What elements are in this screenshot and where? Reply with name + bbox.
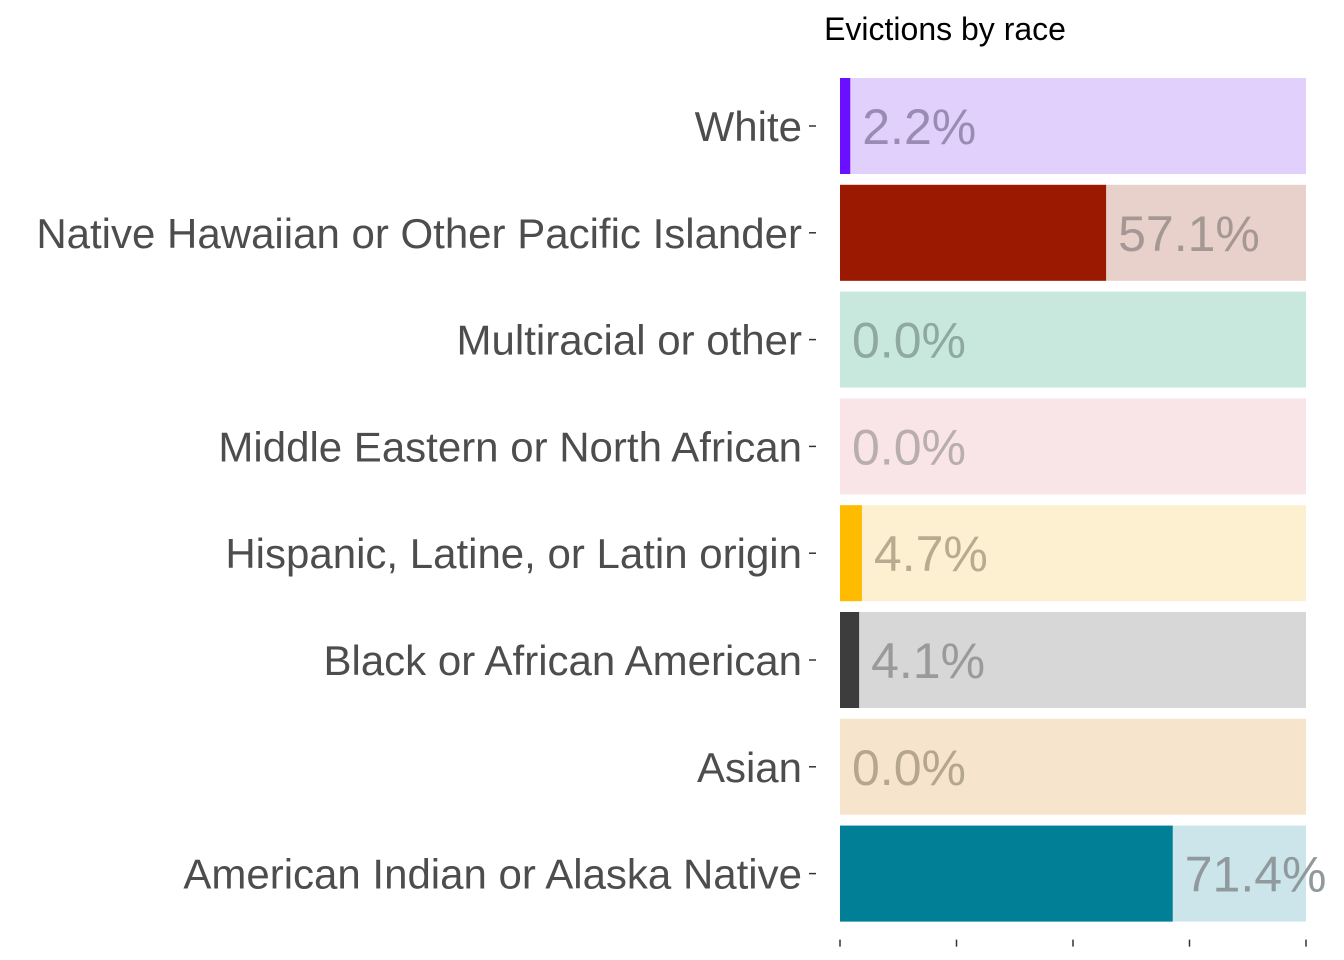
value-label: 4.7% (874, 526, 988, 582)
bar-row: American Indian or Alaska Native 71.4% (183, 825, 1327, 922)
value-label: 0.0% (852, 740, 966, 796)
category-label: Native Hawaiian or Other Pacific Islande… (36, 210, 802, 257)
value-label: 57.1% (1118, 206, 1260, 262)
bar-background (840, 291, 1306, 388)
category-label: Hispanic, Latine, or Latin origin (225, 530, 802, 577)
bar (840, 505, 862, 602)
bar (840, 78, 851, 174)
bar-background (840, 718, 1306, 815)
bar-row: Middle Eastern or North African 0.0% (218, 398, 1306, 495)
bar (840, 612, 860, 708)
value-label: 4.1% (871, 633, 985, 689)
bar-background (840, 78, 1306, 174)
value-label: 71.4% (1185, 847, 1327, 903)
x-axis (839, 939, 1307, 947)
category-label: White (695, 103, 802, 150)
bar-background (840, 612, 1306, 708)
category-label: Black or African American (323, 637, 802, 684)
category-label: Middle Eastern or North African (218, 423, 802, 470)
bar-row: Native Hawaiian or Other Pacific Islande… (36, 184, 1306, 281)
bar-row: Asian 0.0% (697, 718, 1306, 815)
category-label: American Indian or Alaska Native (183, 851, 802, 898)
bar (840, 184, 1107, 281)
value-label: 0.0% (852, 313, 966, 369)
value-label: 2.2% (862, 99, 976, 155)
bar-row: White 2.2% (695, 78, 1306, 174)
bar (840, 825, 1173, 922)
bar-row: Black or African American 4.1% (323, 612, 1306, 708)
value-label: 0.0% (852, 419, 966, 475)
bar-rows: White 2.2% Native Hawaiian or Other Pacifi… (36, 78, 1327, 922)
bar-row: Hispanic, Latine, or Latin origin 4.7% (225, 505, 1306, 602)
bar-row: Multiracial or other 0.0% (457, 291, 1306, 388)
category-label: Asian (697, 744, 802, 791)
bar-background (840, 505, 1306, 602)
chart-title: Evictions by race (824, 11, 1066, 47)
category-label: Multiracial or other (457, 317, 802, 364)
bar-background (840, 398, 1306, 495)
